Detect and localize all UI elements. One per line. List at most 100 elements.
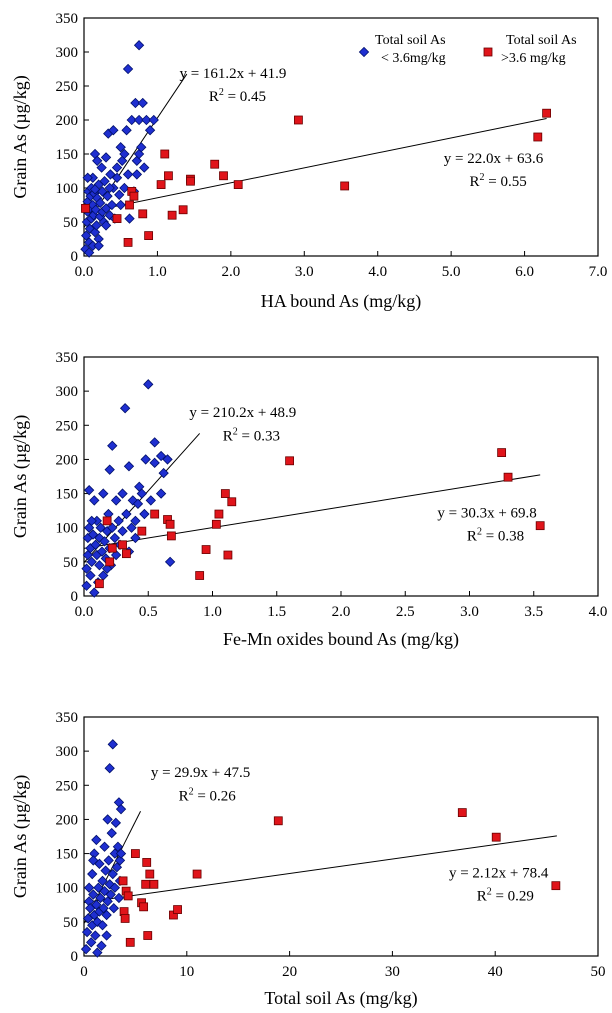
y-tick-label: 200 — [56, 452, 79, 468]
data-point-low-soil-as — [113, 515, 124, 527]
data-point-high-soil-as — [122, 549, 131, 559]
data-point-low-soil-as — [88, 889, 99, 900]
y-tick-label: 300 — [56, 45, 79, 61]
data-point-low-soil-as — [110, 549, 122, 561]
data-point-low-soil-as — [91, 220, 102, 231]
data-point-high-soil-as — [166, 531, 176, 541]
data-point-low-soil-as — [111, 172, 123, 183]
y-tick-label: 350 — [56, 11, 79, 27]
data-point-high-soil-as — [138, 209, 148, 219]
x-axis-title: Total soil As (mg/kg) — [264, 988, 417, 1009]
x-tick-label: 0 — [80, 964, 88, 980]
data-point-low-soil-as — [104, 879, 115, 890]
data-point-low-soil-as — [114, 189, 125, 200]
data-point-low-soil-as — [109, 882, 121, 893]
data-point-low-soil-as — [81, 563, 92, 574]
data-point-high-soil-as — [551, 881, 561, 891]
y-tick-label: 350 — [56, 350, 79, 366]
data-point-low-soil-as — [155, 450, 167, 462]
data-point-high-soil-as — [141, 879, 151, 889]
data-point-low-soil-as — [80, 944, 92, 955]
data-point-low-soil-as — [115, 142, 126, 153]
data-point-high-soil-as — [137, 526, 147, 536]
y-tick-label: 200 — [56, 812, 79, 828]
x-tick-label: 5.0 — [442, 264, 461, 280]
data-point-high-soil-as — [125, 937, 135, 947]
data-point-low-soil-as — [112, 841, 124, 852]
data-point-low-soil-as — [149, 457, 160, 469]
chart-panel-2: 0 50 100 150 200 250 300 350 0.0 0.5 1.0 1.5 2.0 2.5 3… — [10, 350, 607, 650]
data-point-high-soil-as — [156, 180, 166, 190]
data-point-low-soil-as — [162, 454, 173, 465]
data-point-high-soil-as — [503, 472, 513, 482]
r-squared-label-2: R2 = 0.55 — [470, 172, 527, 190]
y-tick-label: 300 — [56, 744, 79, 760]
y-tick-label: 250 — [56, 778, 79, 794]
data-point-low-soil-as — [92, 155, 103, 166]
y-tick-label: 50 — [63, 215, 78, 231]
data-point-high-soil-as — [167, 210, 177, 220]
data-point-low-soil-as — [126, 522, 137, 533]
data-point-low-soil-as — [121, 508, 132, 520]
data-point-low-soil-as — [102, 814, 113, 825]
x-tick-label: 2.5 — [396, 604, 415, 620]
data-point-low-soil-as — [107, 522, 118, 533]
x-tick-label: 0.5 — [139, 604, 158, 620]
data-point-low-soil-as — [111, 162, 123, 173]
data-point-low-soil-as — [99, 536, 110, 547]
y-tick-label: 0 — [71, 249, 79, 265]
data-point-low-soil-as — [101, 563, 113, 574]
data-point-low-soil-as — [136, 488, 147, 499]
data-point-high-soil-as — [144, 231, 154, 241]
data-point-low-soil-as — [113, 892, 125, 904]
data-point-high-soil-as — [178, 205, 188, 215]
data-point-low-soil-as — [98, 903, 109, 914]
data-point-low-soil-as — [119, 148, 130, 160]
data-point-low-soil-as — [86, 937, 97, 948]
trend-equation-label-2: y = 30.3x + 69.8 — [437, 505, 536, 521]
data-point-high-soil-as — [139, 902, 149, 912]
data-point-low-soil-as — [149, 437, 160, 448]
data-point-low-soil-as — [93, 240, 104, 251]
data-point-low-soil-as — [140, 454, 151, 465]
data-point-low-soil-as — [130, 515, 141, 527]
r-squared-label-1: R2 = 0.45 — [209, 87, 266, 105]
data-point-low-soil-as — [89, 227, 101, 238]
data-point-low-soil-as — [102, 190, 113, 202]
data-point-low-soil-as — [107, 440, 118, 451]
data-point-high-soil-as — [105, 557, 115, 567]
data-point-low-soil-as — [121, 125, 132, 136]
trend-line-2 — [83, 835, 557, 903]
data-point-high-soil-as — [220, 489, 230, 498]
data-point-high-soil-as — [102, 516, 112, 526]
data-point-low-soil-as — [105, 889, 116, 900]
y-tick-label: 150 — [56, 847, 79, 863]
trend-equation-label-2: y = 22.0x + 63.6 — [444, 151, 544, 167]
data-point-low-soil-as — [111, 862, 123, 873]
data-point-low-soil-as — [155, 488, 167, 499]
trend-equation-label-1: y = 161.2x + 41.9 — [179, 66, 286, 82]
data-point-low-soil-as — [92, 947, 103, 958]
data-point-high-soil-as — [219, 171, 228, 181]
r-squared-label-1: R2 = 0.26 — [179, 786, 237, 804]
legend-label-high-soil-as-line2: >3.6 mg/kg — [501, 51, 566, 66]
data-point-low-soil-as — [94, 532, 105, 544]
x-tick-label: 3.5 — [524, 604, 543, 620]
data-point-low-soil-as — [145, 495, 156, 506]
x-tick-label: 1.0 — [203, 604, 222, 620]
data-point-low-soil-as — [164, 556, 176, 568]
y-tick-label: 0 — [71, 589, 79, 605]
data-point-low-soil-as — [108, 903, 119, 914]
data-point-high-soil-as — [535, 521, 545, 531]
data-point-low-soil-as — [123, 461, 135, 472]
data-point-low-soil-as — [131, 169, 143, 180]
x-tick-label: 0.0 — [75, 264, 94, 280]
data-point-high-soil-as — [210, 159, 220, 169]
y-tick-label: 100 — [56, 181, 79, 197]
data-point-high-soil-as — [129, 191, 139, 201]
data-point-high-soil-as — [192, 869, 202, 879]
data-point-low-soil-as — [100, 220, 112, 231]
data-point-high-soil-as — [145, 869, 155, 879]
data-point-low-soil-as — [89, 184, 101, 195]
